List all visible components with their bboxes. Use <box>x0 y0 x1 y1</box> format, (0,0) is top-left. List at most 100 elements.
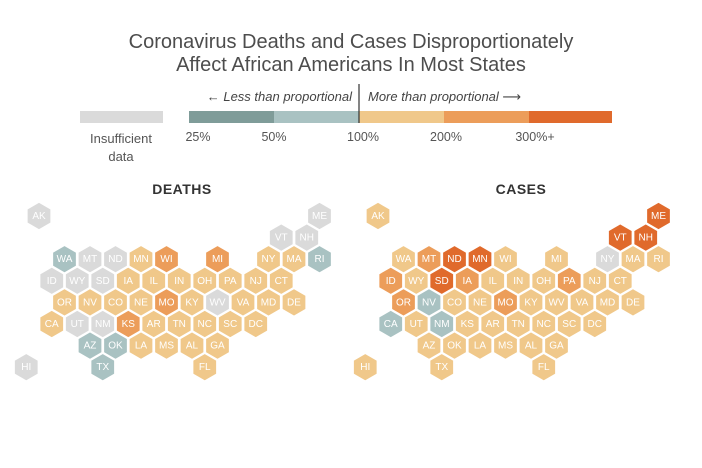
cases-hex-id <box>377 265 404 296</box>
cases-hex-fl <box>530 352 557 383</box>
deaths-hex-oh <box>191 265 218 296</box>
legend-tick-100: 100% <box>347 130 379 144</box>
deaths-hex-wi <box>153 244 180 275</box>
cases-hex-tn <box>505 309 532 339</box>
deaths-hex-nj <box>242 265 269 296</box>
legend-tick-200: 200% <box>430 130 462 144</box>
deaths-hex-md <box>255 287 282 318</box>
cases-hex-dc <box>581 309 608 339</box>
deaths-hex-fl <box>191 352 218 383</box>
deaths-panel-title: DEATHS <box>152 181 212 197</box>
cases-hex-ca <box>377 309 404 339</box>
legend-insufficient-label-1: Insufficient <box>90 131 152 146</box>
deaths-hex-ky <box>179 287 205 318</box>
cases-hex-wi <box>492 244 519 275</box>
deaths-hex-ia <box>115 265 142 296</box>
cases-hex-vt <box>607 222 634 253</box>
deaths-hex-ak <box>26 201 52 231</box>
legend-less-label: ← Less than proportional <box>207 89 353 104</box>
cases-panel-title: CASES <box>495 181 547 197</box>
deaths-hex-la <box>128 330 154 361</box>
deaths-hex-ar <box>140 309 167 339</box>
deaths-hex-wv <box>204 287 231 318</box>
cases-hex-ak <box>365 201 391 231</box>
cases-hex-tx <box>428 352 455 383</box>
cases-hex-sd <box>428 265 455 296</box>
cases-hex-mn <box>467 244 493 275</box>
cases-hex-wy <box>403 265 430 296</box>
deaths-hex-dc <box>242 309 269 339</box>
cases-hex-sc <box>556 309 583 339</box>
deaths-hex-ga <box>204 330 231 361</box>
cases-hex-ks <box>454 309 481 339</box>
deaths-hex-mi <box>204 244 231 275</box>
deaths-hex-tn <box>166 309 193 339</box>
cases-hex-mo <box>492 287 519 318</box>
deaths-hex-mo <box>153 287 180 318</box>
cases-hex-va <box>569 287 595 318</box>
legend: Insufficient data ← Less than proportion… <box>80 84 612 164</box>
deaths-hex-vt <box>268 222 295 253</box>
cases-hex-or <box>390 287 417 318</box>
cases-hex-wv <box>543 287 570 318</box>
deaths-hex-co <box>102 287 129 318</box>
cases-hex-pa <box>556 265 583 296</box>
deaths-hex-de <box>281 287 307 318</box>
legend-tick-50: 50% <box>261 130 286 144</box>
cases-hex-nh <box>632 222 659 253</box>
legend-insufficient-label-2: data <box>108 149 134 164</box>
cases-hex-il <box>479 265 506 296</box>
cases-hex-oh <box>530 265 557 296</box>
cases-hex-ne <box>467 287 493 318</box>
legend-bin-4 <box>444 111 529 123</box>
chart-title-line-1: Coronavirus Deaths and Cases Disproporti… <box>128 31 574 53</box>
cases-hex-mi <box>543 244 570 275</box>
deaths-hex-in <box>166 265 193 296</box>
cases-hex-ky <box>518 287 544 318</box>
cases-hex-ma <box>620 244 646 275</box>
deaths-hex-pa <box>217 265 244 296</box>
deaths-hex-wy <box>64 265 91 296</box>
cases-hex-ga <box>543 330 570 361</box>
deaths-hex-ne <box>128 287 154 318</box>
deaths-hex-nh <box>293 222 320 253</box>
cases-hex-ri <box>645 244 672 275</box>
deaths-hex-ok <box>102 330 129 361</box>
deaths-hex-nm <box>89 309 116 339</box>
cases-hex-ut <box>403 309 430 339</box>
cases-hex-ia <box>454 265 481 296</box>
deaths-hex-mn <box>128 244 154 275</box>
cases-hex-md <box>594 287 621 318</box>
deaths-hex-ct <box>268 265 295 296</box>
cases-hex-al <box>518 330 544 361</box>
cases-hex-nj <box>581 265 608 296</box>
cases-hex-co <box>441 287 468 318</box>
deaths-hex-hi <box>13 352 40 383</box>
deaths-hex-ma <box>281 244 307 275</box>
cases-hex-wa <box>390 244 417 275</box>
cases-hex-me <box>645 201 672 231</box>
cases-hex-nd <box>441 244 468 275</box>
deaths-hex-mt <box>77 244 103 275</box>
deaths-hex-sd <box>89 265 116 296</box>
deaths-hex-va <box>230 287 256 318</box>
deaths-hex-ut <box>64 309 91 339</box>
deaths-hex-az <box>77 330 103 361</box>
cases-hex-ms <box>492 330 519 361</box>
cases-hex-ar <box>479 309 506 339</box>
deaths-hex-nc <box>191 309 218 339</box>
chart-title-line-2: Affect African Americans In Most States <box>176 54 526 76</box>
legend-more-label: More than proportional ⟶ <box>368 89 521 104</box>
legend-tick-300: 300%+ <box>515 130 554 144</box>
deaths-hex-ny <box>255 244 282 275</box>
cases-hex-ok <box>441 330 468 361</box>
deaths-hex-sc <box>217 309 244 339</box>
deaths-hex-id <box>38 265 65 296</box>
legend-bin-3 <box>359 111 444 123</box>
legend-bin-5 <box>529 111 612 123</box>
legend-tick-25: 25% <box>185 130 210 144</box>
legend-bin-1 <box>189 111 274 123</box>
cases-hex-nv <box>416 287 442 318</box>
